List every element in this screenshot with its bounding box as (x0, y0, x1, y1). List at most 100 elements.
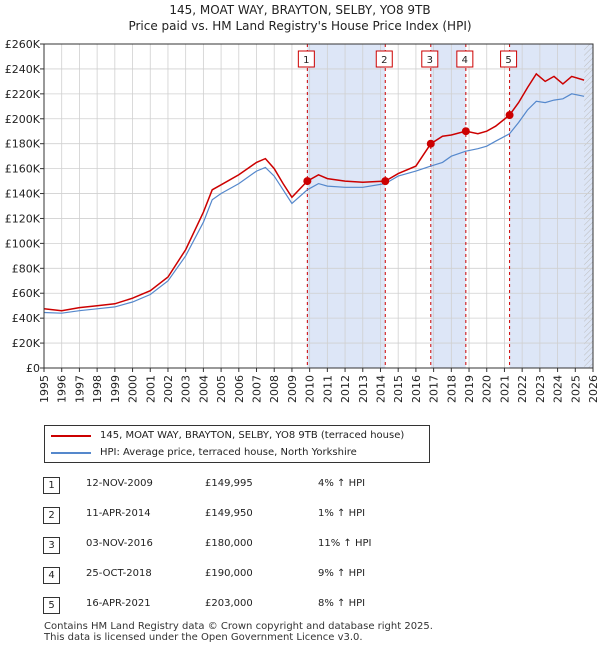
x-tick-label: 2017 (428, 375, 441, 403)
x-tick-label: 2018 (445, 375, 458, 403)
sale-date: 16-APR-2021 (86, 598, 151, 609)
x-tick-label: 2024 (552, 375, 565, 403)
x-tick-label: 1995 (38, 375, 51, 403)
sale-price: £149,995 (205, 478, 253, 489)
x-tick-label: 2026 (587, 375, 600, 403)
x-tick-label: 2023 (534, 375, 547, 403)
sale-marker-box (456, 50, 474, 68)
x-tick-label: 2010 (304, 375, 317, 403)
sale-number: 1 (43, 477, 60, 494)
table-row: 1 12-NOV-2009 £149,995 4% ↑ HPI (0, 474, 600, 498)
sale-marker-box (375, 50, 393, 68)
legend-label-property: 145, MOAT WAY, BRAYTON, SELBY, YO8 9TB (… (100, 430, 405, 441)
y-tick-label: £60K (12, 287, 41, 300)
series-lines (43, 72, 585, 314)
x-tick-label: 2025 (569, 375, 582, 403)
y-tick-label: £120K (5, 212, 41, 225)
x-tick-label: 2007 (251, 375, 264, 403)
chart-subtitle: Price paid vs. HM Land Registry's House … (128, 19, 471, 33)
x-tick-label: 1997 (73, 375, 86, 403)
table-row: 4 25-OCT-2018 £190,000 9% ↑ HPI (0, 564, 600, 588)
sale-marker-box (421, 50, 439, 68)
y-tick-label: £240K (5, 63, 41, 76)
sale-marker-label: 3 (427, 55, 433, 66)
x-tick-label: 2003 (180, 375, 193, 403)
sale-number: 2 (43, 507, 60, 524)
sale-marker-label: 1 (303, 55, 309, 66)
chart-title: 145, MOAT WAY, BRAYTON, SELBY, YO8 9TB (169, 3, 430, 17)
x-tick-label: 1999 (109, 375, 122, 403)
x-tick-label: 1998 (91, 375, 104, 403)
y-tick-label: £40K (12, 312, 41, 325)
y-tick-label: £180K (5, 138, 41, 151)
sale-marker-box (500, 50, 518, 68)
x-tick-label: 2001 (144, 375, 157, 403)
x-tick-label: 2013 (357, 375, 370, 403)
sale-hpi-diff: 4% ↑ HPI (318, 478, 366, 489)
x-tick-label: 2006 (233, 375, 246, 403)
x-tick-label: 2011 (321, 375, 334, 403)
sales-table: 1 12-NOV-2009 £149,995 4% ↑ HPI 2 11-APR… (0, 468, 600, 618)
x-tick-label: 2022 (516, 375, 529, 403)
table-row: 5 16-APR-2021 £203,000 8% ↑ HPI (0, 594, 600, 618)
sale-price: £190,000 (205, 568, 253, 579)
sale-price: £203,000 (205, 598, 253, 609)
x-tick-label: 2009 (286, 375, 299, 403)
x-tick-label: 2000 (127, 375, 140, 403)
sale-number: 5 (43, 597, 60, 614)
chart-svg: 145, MOAT WAY, BRAYTON, SELBY, YO8 9TB P… (5, 3, 600, 403)
forecast-hatch (584, 44, 593, 368)
sale-marker-label: 5 (505, 55, 511, 66)
sale-price: £180,000 (205, 538, 253, 549)
footer: Contains HM Land Registry data © Crown c… (44, 621, 433, 643)
y-tick-label: £160K (5, 163, 41, 176)
shaded-ranges (307, 44, 593, 368)
x-tick-label: 2004 (197, 375, 210, 403)
sale-hpi-diff: 8% ↑ HPI (318, 598, 366, 609)
sale-hpi-diff: 11% ↑ HPI (318, 538, 372, 549)
sale-point (426, 139, 435, 148)
sale-marker-label: 4 (462, 55, 468, 66)
gridlines (43, 43, 594, 369)
legend-label-hpi: HPI: Average price, terraced house, Nort… (100, 447, 357, 458)
y-tick-label: £20K (12, 337, 41, 350)
price-chart: 145, MOAT WAY, BRAYTON, SELBY, YO8 9TB P… (5, 3, 600, 403)
sale-hpi-diff: 1% ↑ HPI (318, 508, 366, 519)
y-tick-label: £220K (5, 88, 41, 101)
sale-point (461, 127, 470, 136)
sale-date: 03-NOV-2016 (86, 538, 153, 549)
x-tick-label: 2016 (410, 375, 423, 403)
sale-date: 12-NOV-2009 (86, 478, 153, 489)
x-tick-label: 2002 (162, 375, 175, 403)
table-row: 3 03-NOV-2016 £180,000 11% ↑ HPI (0, 534, 600, 558)
series-line (43, 72, 585, 312)
footer-licence: This data is licensed under the Open Gov… (44, 632, 363, 643)
legend-swatch-blue (51, 452, 91, 454)
sale-number: 3 (43, 537, 60, 554)
sale-point (303, 177, 312, 186)
shaded-range (509, 44, 593, 368)
x-tick-label: 2021 (498, 375, 511, 403)
x-tick-label: 1996 (56, 375, 69, 403)
x-tick-label: 2008 (268, 375, 281, 403)
sale-date: 25-OCT-2018 (86, 568, 152, 579)
legend-swatch-red (51, 435, 91, 437)
y-tick-label: £140K (5, 188, 41, 201)
sale-point (381, 177, 390, 186)
series-line (43, 93, 585, 314)
sale-price: £149,950 (205, 508, 253, 519)
sale-points (303, 111, 514, 186)
sale-marker-box (297, 50, 315, 68)
x-tick-label: 2020 (481, 375, 494, 403)
sale-hpi-diff: 9% ↑ HPI (318, 568, 366, 579)
y-tick-label: £260K (5, 38, 41, 51)
y-tick-label: £100K (5, 237, 41, 250)
shaded-range (307, 44, 386, 368)
sale-point (505, 111, 514, 120)
x-tick-label: 2014 (374, 375, 387, 403)
legend: 145, MOAT WAY, BRAYTON, SELBY, YO8 9TB (… (44, 425, 430, 463)
y-tick-label: £0 (26, 362, 40, 375)
footer-copyright: Contains HM Land Registry data © Crown c… (44, 621, 433, 632)
plot-frame (43, 43, 594, 369)
x-tick-label: 2005 (215, 375, 228, 403)
